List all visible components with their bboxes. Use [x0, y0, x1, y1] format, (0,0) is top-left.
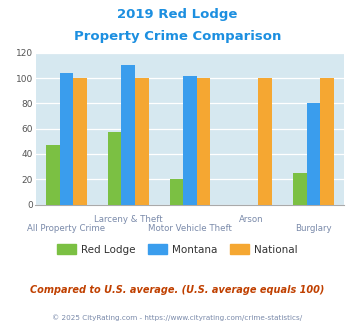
Bar: [108, 132, 121, 205]
Bar: [135, 78, 148, 205]
Bar: [293, 173, 307, 205]
Bar: [121, 65, 135, 205]
Bar: [170, 179, 183, 205]
Bar: [183, 76, 197, 205]
Bar: [73, 78, 87, 205]
Bar: [258, 78, 272, 205]
Bar: [60, 73, 73, 205]
Bar: [197, 78, 210, 205]
Legend: Red Lodge, Montana, National: Red Lodge, Montana, National: [53, 240, 302, 259]
Text: 2019 Red Lodge: 2019 Red Lodge: [117, 8, 238, 21]
Bar: [46, 145, 60, 205]
Text: Property Crime Comparison: Property Crime Comparison: [74, 30, 281, 43]
Bar: [307, 103, 320, 205]
Text: Larceny & Theft: Larceny & Theft: [94, 215, 163, 224]
Text: Burglary: Burglary: [295, 224, 332, 233]
Text: © 2025 CityRating.com - https://www.cityrating.com/crime-statistics/: © 2025 CityRating.com - https://www.city…: [53, 314, 302, 321]
Text: Arson: Arson: [239, 215, 264, 224]
Text: Motor Vehicle Theft: Motor Vehicle Theft: [148, 224, 232, 233]
Text: Compared to U.S. average. (U.S. average equals 100): Compared to U.S. average. (U.S. average …: [30, 285, 325, 295]
Text: All Property Crime: All Property Crime: [27, 224, 105, 233]
Bar: [320, 78, 334, 205]
